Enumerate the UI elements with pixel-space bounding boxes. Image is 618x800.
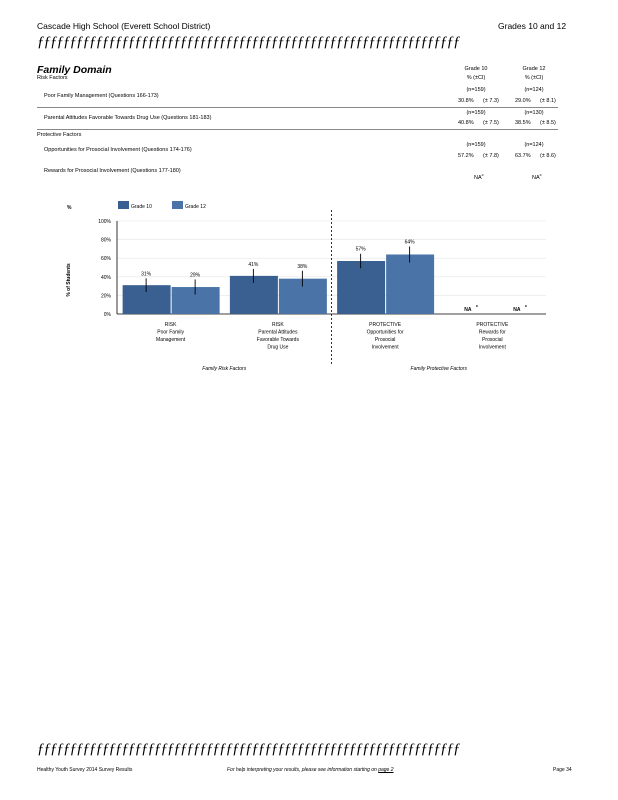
row-label: Parental Attitudes Favorable Towards Dru… <box>44 115 212 121</box>
row-value-grade12: 29.0% <box>515 98 531 104</box>
row-label: Rewards for Prosocial Involvement (Quest… <box>44 168 181 174</box>
legend-swatch <box>172 201 183 209</box>
row-ci-grade10: (± 7.5) <box>483 120 499 126</box>
y-axis-label-top: % <box>67 205 72 211</box>
chart-legend: Grade 10 Grade 12 <box>118 201 206 210</box>
row-value-grade10: 40.8% <box>458 120 474 126</box>
na-superscript: c <box>476 303 479 308</box>
grades-label: Grades 10 and 12 <box>498 21 567 31</box>
bar <box>229 275 278 314</box>
row-ci-grade12: (± 8.6) <box>540 153 556 159</box>
category-label: Parental Attitudes <box>258 330 298 336</box>
row-ci-grade12: (± 8.5) <box>540 120 556 126</box>
category-label: Involvement <box>372 345 400 351</box>
category-label: Management <box>156 337 186 343</box>
category-label: Favorable Towards <box>257 337 300 343</box>
legend-label: Grade 12 <box>185 204 206 210</box>
row-divider <box>37 107 558 108</box>
data-label: 31% <box>141 271 152 277</box>
y-axis-ticks: 100% 80% 60% 40% 20% 0% <box>98 219 111 318</box>
bar <box>171 287 220 314</box>
data-label: 41% <box>248 262 259 268</box>
bar <box>278 278 327 314</box>
row-value-grade10: 57.2% <box>458 153 474 159</box>
row-divider <box>37 129 558 130</box>
row-value-grade12: 38.5% <box>515 120 531 126</box>
row-n-grade10: (n=159) <box>466 87 486 93</box>
row-n-grade12: (n=124) <box>524 142 544 148</box>
col-grade12-header: Grade 12 <box>522 66 546 72</box>
footer-decorative-rule: ƒƒƒƒƒƒƒƒƒƒƒƒƒƒƒƒƒƒƒƒƒƒƒƒƒƒƒƒƒƒƒƒƒƒƒƒƒƒƒƒ… <box>37 741 460 757</box>
bar <box>386 254 435 314</box>
bar <box>337 260 386 314</box>
y-tick-label: 0% <box>104 312 112 318</box>
na-label: NA <box>464 307 472 313</box>
chart-gridlines <box>116 210 546 365</box>
row-label: Poor Family Management (Questions 166-17… <box>44 93 159 99</box>
na-label: NA <box>513 307 521 313</box>
row-ci-grade12: (± 8.1) <box>540 98 556 104</box>
na-superscript: c <box>525 303 528 308</box>
category-label: PROTECTIVE <box>369 322 402 328</box>
page-link[interactable]: page 2 <box>378 767 394 773</box>
protective-factors-label: Protective Factors <box>37 132 82 138</box>
group-label: Family Risk Factors <box>202 366 246 372</box>
category-label: Opportunities for <box>367 330 404 336</box>
data-label: 38% <box>297 264 308 270</box>
row-n-grade12: (n=124) <box>524 87 544 93</box>
footer-help-text: For help interpreting your results, plea… <box>227 767 394 773</box>
row-n-grade12: (n=130) <box>524 110 544 116</box>
category-label: RISK <box>165 322 177 328</box>
category-label: Prosocial <box>375 337 396 343</box>
y-tick-label: 20% <box>101 293 112 299</box>
category-label: Poor Family <box>157 330 184 336</box>
col-grade10-stat: % (±CI) <box>466 75 486 81</box>
row-value-grade12: 63.7% <box>515 153 531 159</box>
row-ci-grade10: (± 7.8) <box>483 153 499 159</box>
category-label: Drug Use <box>267 345 288 351</box>
data-label: 29% <box>190 272 201 278</box>
category-label: Involvement <box>479 345 507 351</box>
bar-chart: 100% 80% 60% 40% 20% 0% 31% 29% RISK Poor Family… <box>66 201 546 372</box>
group-label: Family Protective Factors <box>411 366 468 372</box>
col-grade12-stat: % (±CI) <box>524 75 544 81</box>
row-na-grade12: NAc <box>532 172 542 181</box>
category-label: Prosocial <box>482 337 503 343</box>
category-label: RISK <box>272 322 284 328</box>
y-tick-label: 60% <box>101 256 112 262</box>
category-label: Rewards for <box>479 330 506 336</box>
header-decorative-rule: ƒƒƒƒƒƒƒƒƒƒƒƒƒƒƒƒƒƒƒƒƒƒƒƒƒƒƒƒƒƒƒƒƒƒƒƒƒƒƒƒ… <box>37 34 460 50</box>
data-label: 57% <box>356 247 367 253</box>
legend-swatch <box>118 201 129 209</box>
row-n-grade10: (n=159) <box>466 110 486 116</box>
row-n-grade10: (n=159) <box>466 142 486 148</box>
y-tick-label: 40% <box>101 275 112 281</box>
row-value-grade10: 30.8% <box>458 98 474 104</box>
footer-survey-name: Healthy Youth Survey 2014 Survey Results <box>37 767 133 773</box>
data-label: 64% <box>405 239 416 245</box>
school-name: Cascade High School (Everett School Dist… <box>37 21 211 31</box>
y-tick-label: 100% <box>98 219 111 225</box>
y-axis-label: % of Students <box>66 263 72 297</box>
bar <box>122 285 171 314</box>
y-tick-label: 80% <box>101 238 112 244</box>
category-label: PROTECTIVE <box>476 322 509 328</box>
row-ci-grade10: (± 7.3) <box>483 98 499 104</box>
row-na-grade10: NAc <box>474 172 484 181</box>
risk-factors-label: Risk Factors <box>37 75 68 81</box>
domain-title: Family Domain <box>37 64 112 76</box>
row-label: Opportunities for Prosocial Involvement … <box>44 147 192 153</box>
legend-label: Grade 10 <box>131 204 152 210</box>
col-grade10-header: Grade 10 <box>464 66 488 72</box>
footer-page-number: Page 34 <box>553 767 572 773</box>
